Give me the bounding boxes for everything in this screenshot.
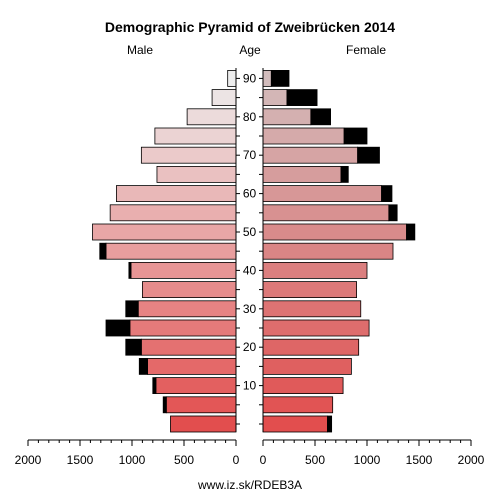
age-tick-label: 60 xyxy=(243,187,257,201)
male-excess-bar xyxy=(152,377,157,395)
female-excess-bar xyxy=(286,89,318,106)
plot-area: 10 20 30 40 50 60 70 80 90 2000 2000 1500 1500 1000 10… xyxy=(15,68,485,467)
male-label: Male xyxy=(127,43,153,57)
chart-title: Demographic Pyramid of Zweibrücken 2014 xyxy=(105,19,395,35)
male-x-tick-label: 1500 xyxy=(67,453,94,467)
female-x-tick-label: 1500 xyxy=(406,453,433,467)
male-bar xyxy=(211,89,237,106)
female-bar xyxy=(262,146,359,164)
male-bar xyxy=(186,108,237,126)
male-bar xyxy=(129,319,237,337)
male-excess-bar xyxy=(162,396,167,414)
female-bar xyxy=(262,300,362,318)
female-x-tick-label: 500 xyxy=(305,453,325,467)
female-bar xyxy=(262,261,368,279)
male-bar xyxy=(137,300,237,318)
female-excess-bar xyxy=(406,223,416,241)
female-bar xyxy=(262,165,342,183)
age-tick-label: 70 xyxy=(243,148,257,162)
female-bar xyxy=(262,127,345,145)
female-excess-bar xyxy=(340,165,349,183)
footer-url: www.iz.sk/RDEB3A xyxy=(197,478,302,492)
female-bar xyxy=(262,319,370,337)
male-excess-bar xyxy=(105,319,131,337)
female-bar xyxy=(262,281,357,299)
female-excess-bar xyxy=(343,127,368,145)
female-x-tick-label: 0 xyxy=(260,453,267,467)
female-bar xyxy=(262,89,288,106)
female-bar xyxy=(262,242,394,260)
age-tick-label: 90 xyxy=(243,71,257,85)
age-tick-label: 10 xyxy=(243,379,257,393)
female-excess-bar xyxy=(381,185,393,203)
female-excess-bar xyxy=(357,146,380,164)
male-x-tick-label: 1000 xyxy=(119,453,146,467)
age-tick-label: 40 xyxy=(243,263,257,277)
female-excess-bar xyxy=(327,415,333,433)
female-x-tick-label: 1000 xyxy=(354,453,381,467)
male-x-tick-label: 2000 xyxy=(15,453,42,467)
age-tick-label: 50 xyxy=(243,225,257,239)
female-bar xyxy=(262,70,272,87)
female-bar xyxy=(262,223,407,241)
male-bar xyxy=(109,204,237,222)
female-bar xyxy=(262,185,382,203)
male-excess-bar xyxy=(125,338,142,356)
female-bar xyxy=(262,108,312,126)
age-tick-label: 30 xyxy=(243,302,257,316)
male-bar xyxy=(105,242,237,260)
male-bar xyxy=(116,185,237,203)
female-bar xyxy=(262,357,352,375)
male-bar xyxy=(130,261,237,279)
age-tick-label: 20 xyxy=(243,340,257,354)
male-excess-bar xyxy=(128,261,132,279)
age-tick-label: 80 xyxy=(243,110,257,124)
female-bar xyxy=(262,204,390,222)
female-bar xyxy=(262,377,344,395)
female-bar xyxy=(262,338,360,356)
male-excess-bar xyxy=(99,242,107,260)
female-x-tick-label: 2000 xyxy=(458,453,485,467)
female-excess-bar xyxy=(310,108,331,126)
male-x-tick-label: 0 xyxy=(233,453,240,467)
male-bar xyxy=(141,281,237,299)
male-bar xyxy=(227,70,237,87)
male-bar xyxy=(155,377,237,395)
female-bar xyxy=(262,415,328,433)
female-excess-bar xyxy=(388,204,398,222)
male-bar xyxy=(140,146,237,164)
male-excess-bar xyxy=(138,357,148,375)
male-bar xyxy=(156,165,237,183)
male-x-tick-label: 500 xyxy=(174,453,194,467)
male-bar xyxy=(154,127,237,145)
male-bar xyxy=(147,357,237,375)
female-excess-bar xyxy=(270,70,290,87)
female-label: Female xyxy=(346,43,386,57)
female-bar xyxy=(262,396,334,414)
male-bar xyxy=(170,415,237,433)
male-bar xyxy=(140,338,237,356)
male-bar xyxy=(165,396,237,414)
age-label: Age xyxy=(239,43,261,57)
male-bar xyxy=(92,223,237,241)
male-excess-bar xyxy=(125,300,139,318)
